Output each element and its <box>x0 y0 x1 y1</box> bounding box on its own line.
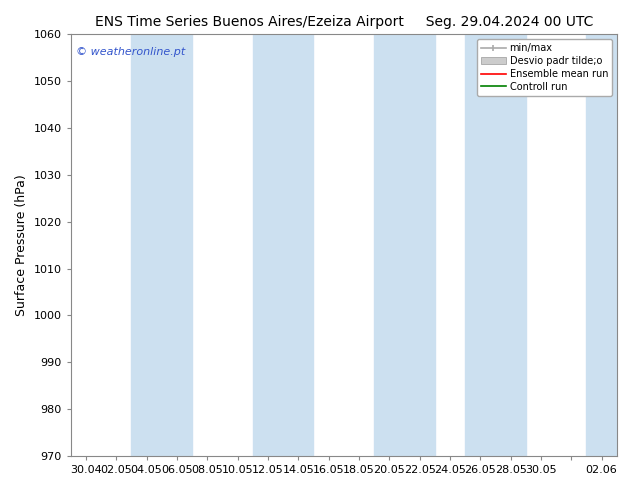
Legend: min/max, Desvio padr tilde;o, Ensemble mean run, Controll run: min/max, Desvio padr tilde;o, Ensemble m… <box>477 39 612 96</box>
Bar <box>131 34 192 456</box>
Text: © weatheronline.pt: © weatheronline.pt <box>76 47 185 57</box>
Bar <box>465 34 526 456</box>
Y-axis label: Surface Pressure (hPa): Surface Pressure (hPa) <box>15 174 28 316</box>
Bar <box>586 34 617 456</box>
Title: ENS Time Series Buenos Aires/Ezeiza Airport     Seg. 29.04.2024 00 UTC: ENS Time Series Buenos Aires/Ezeiza Airp… <box>94 15 593 29</box>
Bar <box>253 34 313 456</box>
Bar <box>374 34 435 456</box>
